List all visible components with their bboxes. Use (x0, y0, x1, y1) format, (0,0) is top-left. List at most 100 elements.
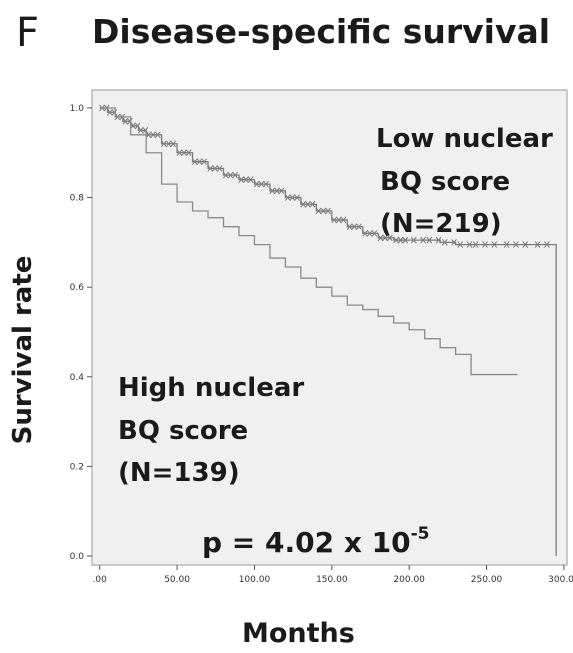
axes: 0.0 0.2 0.4 0.6 0.8 1.0 .00 50.00 100.00 150.00 20… (70, 104, 573, 585)
y-tick-label: 0.4 (70, 373, 85, 383)
censor-mark (362, 230, 368, 237)
censor-mark (435, 236, 442, 244)
x-tick-label: 150.00 (316, 575, 348, 585)
censor-mark (278, 187, 285, 195)
censor-mark (457, 241, 464, 248)
series-layer (99, 104, 557, 557)
censor-mark (393, 236, 399, 244)
censor-mark (451, 239, 457, 246)
x-tick-label: 50.00 (164, 575, 190, 585)
censor-mark (238, 176, 245, 183)
annotations: Low nuclear BQ score (N=219) High nuclea… (118, 124, 553, 559)
censor-mark (247, 176, 254, 183)
censor-mark (331, 216, 338, 224)
censor-mark (426, 236, 433, 244)
x-tick-label: 100.00 (239, 575, 271, 585)
y-tick-label: 1.0 (70, 104, 85, 114)
censor-mark (185, 149, 192, 157)
high-group-label-line3: (N=139) (118, 458, 240, 488)
censor-mark (207, 165, 214, 172)
x-tick-label: 300.00 (548, 575, 573, 585)
y-tick-label: 0.8 (70, 194, 85, 204)
censor-mark (294, 194, 300, 201)
censor-mark (356, 223, 362, 230)
censor-mark (284, 194, 291, 201)
p-value-exponent: -5 (411, 524, 430, 544)
censor-mark (196, 158, 203, 166)
censor-mark (106, 109, 113, 116)
censor-mark (274, 187, 280, 195)
survival-curve (99, 107, 518, 376)
x-tick-label: 200.00 (393, 575, 425, 585)
censor-mark (258, 180, 265, 188)
p-value-main: p = 4.02 x 10 (202, 526, 411, 559)
x-tick-label: 250.00 (471, 575, 503, 585)
censor-mark (181, 149, 187, 157)
censor-mark (150, 131, 157, 139)
low-group-label-line3: (N=219) (380, 209, 502, 239)
censor-mark (335, 216, 342, 224)
censor-mark (161, 140, 167, 148)
low-group-label-line2: BQ score (380, 167, 510, 197)
censor-mark (466, 241, 473, 248)
censor-mark (154, 131, 161, 139)
censor-mark (410, 236, 417, 244)
low-group-label-line1: Low nuclear (376, 124, 553, 154)
chart-title: Disease-specific survival (92, 12, 551, 51)
censor-mark (145, 131, 152, 139)
censor-mark (309, 200, 316, 208)
censor-mark (137, 127, 144, 134)
censor-mark (534, 241, 541, 248)
series-low-nuclear-bq (99, 104, 557, 557)
censor-mark (304, 200, 311, 208)
y-tick-label: 0.0 (70, 552, 85, 562)
censor-mark (222, 171, 229, 179)
censor-mark (216, 165, 223, 172)
censor-mark (377, 234, 384, 242)
censor-mark (397, 236, 404, 244)
x-tick-label: .00 (93, 575, 108, 585)
censor-mark (441, 239, 448, 246)
censor-mark (170, 140, 177, 148)
censor-mark (253, 180, 260, 188)
censor-mark (366, 230, 373, 237)
censor-mark (346, 223, 353, 230)
series-high-nuclear-bq (99, 107, 518, 376)
y-tick-label: 0.6 (70, 283, 85, 293)
high-group-label-line2: BQ score (118, 416, 248, 446)
censor-mark (386, 234, 393, 242)
censor-mark (544, 241, 550, 248)
censor-mark (122, 118, 129, 125)
censor-mark (482, 241, 488, 248)
censor-mark (522, 241, 529, 248)
censor-mark (325, 207, 331, 215)
censor-mark (243, 176, 249, 183)
censor-mark (491, 241, 498, 248)
censor-mark (382, 234, 389, 242)
censor-mark (340, 216, 347, 224)
censor-mark (212, 165, 218, 172)
censor-mark (503, 241, 510, 248)
panel-letter: F (16, 10, 40, 56)
censor-mark (263, 180, 269, 188)
censor-mark (300, 200, 307, 208)
censor-mark (351, 223, 358, 230)
censor-mark (201, 158, 208, 166)
censor-mark (176, 149, 183, 157)
plot-area (91, 89, 568, 566)
censor-mark (192, 158, 198, 166)
censor-mark (513, 241, 519, 248)
censor-mark (232, 171, 239, 179)
censor-mark (130, 122, 136, 130)
censor-mark (320, 207, 327, 215)
censor-mark (371, 230, 378, 237)
censor-mark (227, 171, 234, 179)
p-value-label: p = 4.02 x 10-5 (202, 524, 430, 559)
censor-mark (269, 187, 276, 195)
x-axis-label: Months (242, 618, 355, 649)
censor-mark (315, 207, 322, 215)
censor-mark (420, 236, 426, 244)
censor-mark (289, 194, 296, 201)
censor-mark (472, 241, 479, 248)
